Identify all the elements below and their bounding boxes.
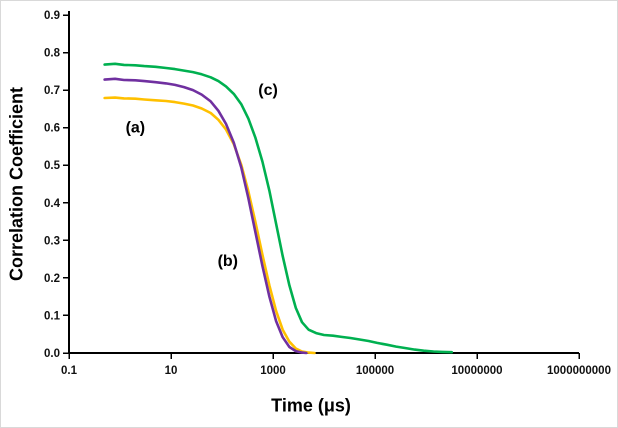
- y-tick-label: 0.8: [44, 48, 61, 60]
- curve-annotation-c: (c): [258, 82, 278, 99]
- y-tick-label: 0.9: [44, 10, 60, 22]
- y-tick-label: 0.3: [44, 235, 60, 247]
- y-tick-label: 0.1: [44, 310, 61, 322]
- y-tick-label: 0.2: [44, 273, 60, 285]
- curve-annotation-b: (b): [218, 253, 238, 270]
- curve-annotation-a: (a): [126, 120, 146, 137]
- y-tick-label: 0.0: [44, 348, 60, 360]
- curve-c: [103, 62, 454, 354]
- y-tick-label: 0.7: [44, 85, 60, 97]
- x-axis-title: Time (μs): [271, 395, 351, 416]
- y-tick-label: 0.6: [44, 123, 60, 135]
- x-tick-label: 1000000000: [547, 365, 611, 377]
- curve-b: [103, 77, 308, 355]
- x-tick-label: 0.1: [61, 365, 78, 377]
- x-tick-label: 1000: [260, 365, 286, 377]
- x-tick-label: 100000: [356, 365, 394, 377]
- x-tick-label: 10: [165, 365, 178, 377]
- curve-a: [103, 96, 316, 355]
- y-axis-title: Correlation Coefficient: [6, 86, 27, 282]
- y-tick-label: 0.5: [44, 160, 61, 172]
- x-tick-label: 10000000: [451, 365, 502, 377]
- y-tick-label: 0.4: [44, 198, 61, 210]
